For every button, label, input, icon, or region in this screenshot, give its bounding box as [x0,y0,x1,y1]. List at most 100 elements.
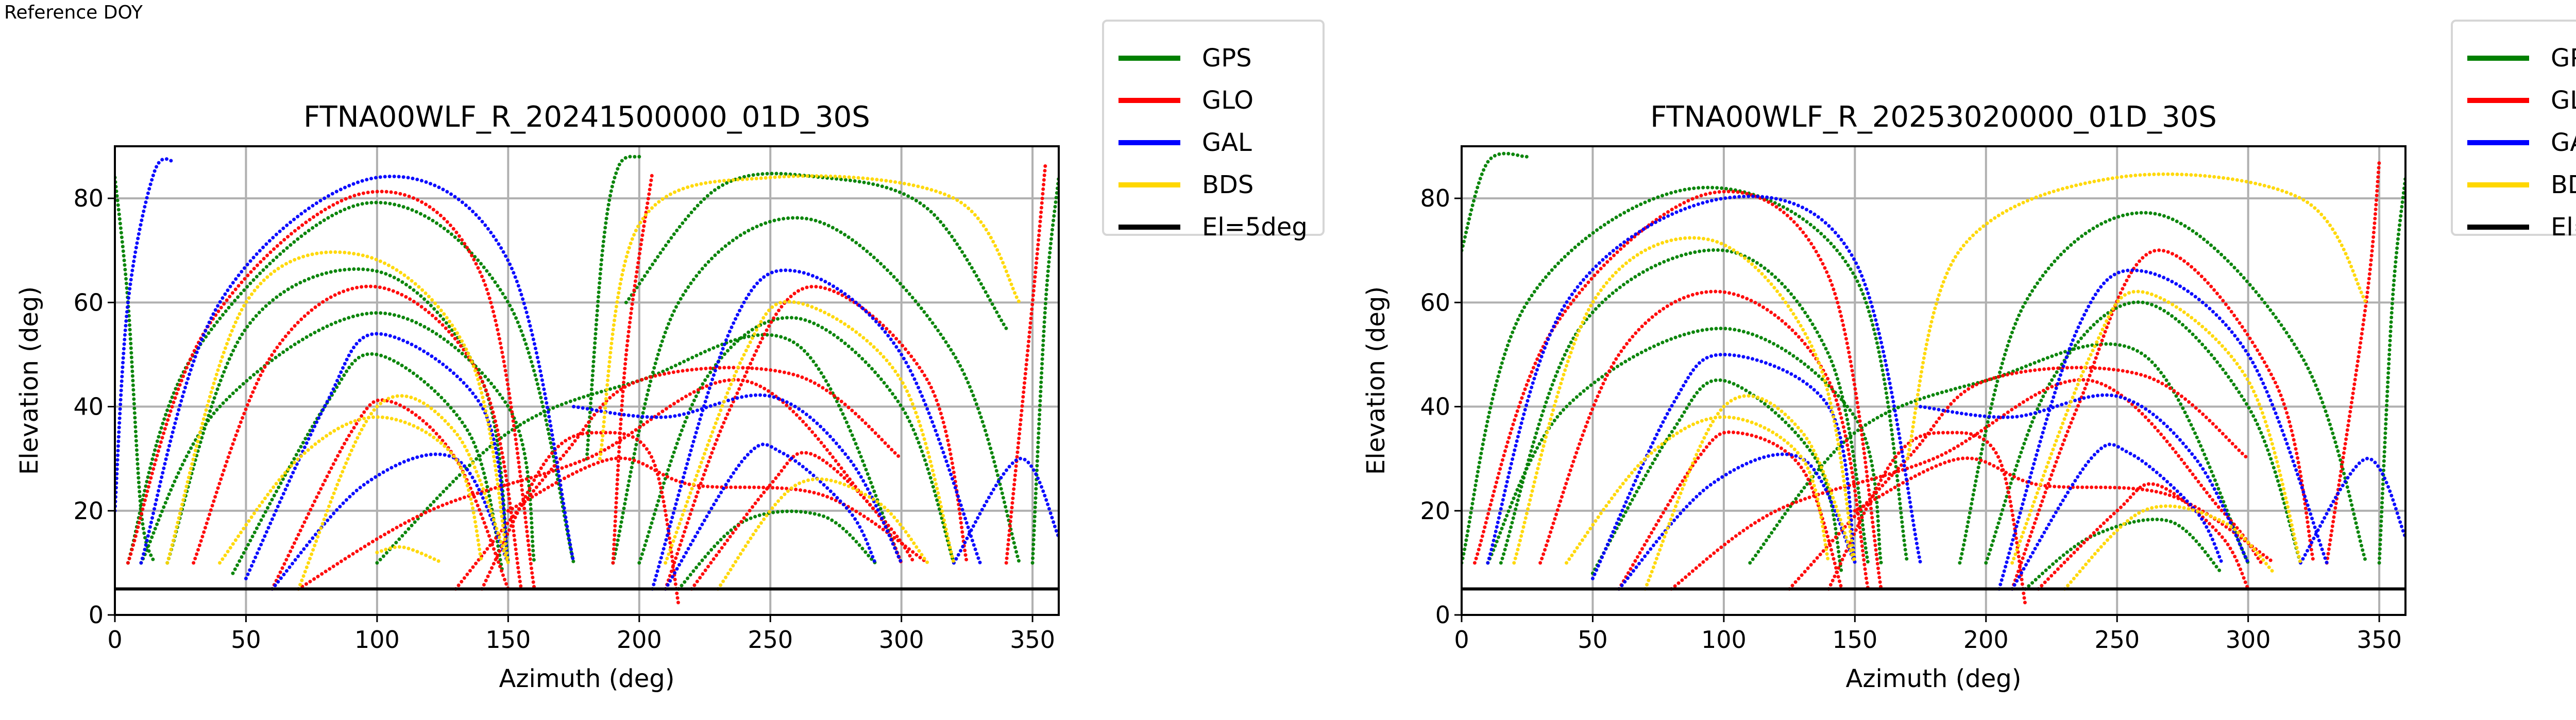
legend-item-el5: El=5deg [2467,206,2576,248]
gps-satellite-track [1462,151,1529,252]
reference-doy-label: Reference DOY [4,2,143,23]
glo-satellite-track [1787,366,2250,591]
y-tick-label: 0 [89,601,104,629]
legend-label: GAL [1202,128,1252,157]
glo-satellite-track [1472,190,1883,591]
x-tick-label: 300 [879,626,924,654]
bds-satellite-track [664,300,956,565]
gps-satellite-track [2377,176,2405,565]
y-tick-label: 60 [1420,288,1450,316]
gps-satellite-track [1486,327,1883,565]
bds-satellite-track [165,250,510,565]
x-tick-label: 50 [231,626,261,654]
x-tick-label: 50 [1578,626,1608,654]
gps-satellite-track [1462,185,1909,565]
x-tick-label: 350 [1010,626,1055,654]
legend-2: GPS GLO GAL BDS El=5deg [2451,20,2576,242]
y-tick-label: 0 [1435,601,1450,629]
legend-swatch [2467,56,2529,61]
x-axis-label: Azimuth (deg) [499,664,675,693]
legend-label: GPS [2551,44,2576,73]
y-axis-label: Elevation (deg) [15,286,44,475]
glo-satellite-track [480,431,681,607]
y-tick-label: 20 [1420,497,1450,525]
tracks-group [115,155,1059,607]
legend-swatch [2467,140,2529,145]
legend-1: GPS GLO GAL BDS El=5deg [1102,20,1325,242]
glo-satellite-track [270,398,510,591]
gps-satellite-track [676,509,877,591]
gal-satellite-track [650,268,982,591]
gal-satellite-track [139,175,576,565]
legend-item-gps: GPS [1118,37,1323,79]
gal-satellite-track [1997,268,2329,591]
y-axis-label: Elevation (deg) [1362,286,1391,475]
legend-item-glo: GLO [1118,79,1323,122]
y-tick-label: 80 [73,184,104,212]
glo-satellite-track [296,378,917,591]
glo-satellite-track [664,285,969,591]
legend-label: BDS [1202,170,1254,199]
glo-satellite-track [690,451,904,591]
legend-item-gal: GAL [1118,122,1323,164]
bds-satellite-track [1905,172,2368,461]
gps-satellite-track [231,352,505,575]
gps-satellite-track [2023,518,2224,591]
x-tick-label: 250 [748,626,793,654]
glo-satellite-track [1004,160,1048,565]
legend-swatch [1118,225,1180,230]
bds-satellite-track [716,477,930,591]
y-tick-label: 40 [73,393,104,421]
x-axis-label: Azimuth (deg) [1846,664,2022,693]
legend-item-bds: BDS [2467,164,2576,206]
x-tick-label: 300 [2226,626,2271,654]
gps-satellite-track [115,176,156,565]
gps-satellite-track [1984,300,2302,565]
bds-satellite-track [296,394,510,591]
glo-satellite-track [1538,289,1870,591]
legend-label: GLO [1202,86,1254,115]
x-tick-label: 350 [2357,626,2402,654]
legend-swatch [2467,182,2529,187]
legend-label: BDS [2551,170,2576,199]
gal-satellite-track [952,457,1059,565]
x-tick-label: 0 [1454,626,1469,654]
bds-satellite-track [1643,394,1857,591]
gps-satellite-track [611,216,1022,565]
y-tick-label: 20 [73,497,104,525]
legend-label: GLO [2551,86,2576,115]
x-tick-label: 200 [1963,626,2009,654]
gal-satellite-track [270,452,510,591]
glo-satellite-track [126,190,536,591]
glo-satellite-track [611,170,654,565]
y-tick-label: 40 [1420,393,1450,421]
gal-satellite-track [1486,194,1923,565]
gal-satellite-track [664,442,877,591]
y-tick-label: 80 [1420,184,1450,212]
gps-satellite-track [1958,211,2368,565]
legend-label: El=5deg [2551,213,2576,242]
legend-item-el5: El=5deg [1118,206,1323,248]
gps-satellite-track [585,155,641,461]
gal-satellite-track [1919,393,2250,565]
legend-swatch [2467,225,2529,230]
bds-satellite-track [1512,236,1857,565]
skyplot-chart-1: 0 50 100 150 200 250 300 350 0 20 40 60 80 FTNA00WLF_… [15,100,1060,693]
bds-satellite-track [2010,289,2302,565]
legend-label: El=5deg [1202,213,1308,242]
legend-item-bds: BDS [1118,164,1323,206]
legend-swatch [2467,98,2529,103]
tracks-group [1462,151,2405,607]
y-tick-label: 60 [73,288,104,316]
bds-satellite-track [218,415,484,565]
legend-label: GAL [2551,128,2576,157]
axes-frame [1461,145,2406,616]
chart-title: FTNA00WLF_R_20253020000_01D_30S [1650,100,2217,134]
bds-satellite-track [375,545,445,565]
legend-swatch [1118,140,1180,145]
bds-satellite-track [1565,415,1831,565]
gal-satellite-track [244,332,510,580]
gps-satellite-track [139,311,536,565]
gal-satellite-track [2010,442,2224,591]
gps-satellite-track [624,172,1008,331]
